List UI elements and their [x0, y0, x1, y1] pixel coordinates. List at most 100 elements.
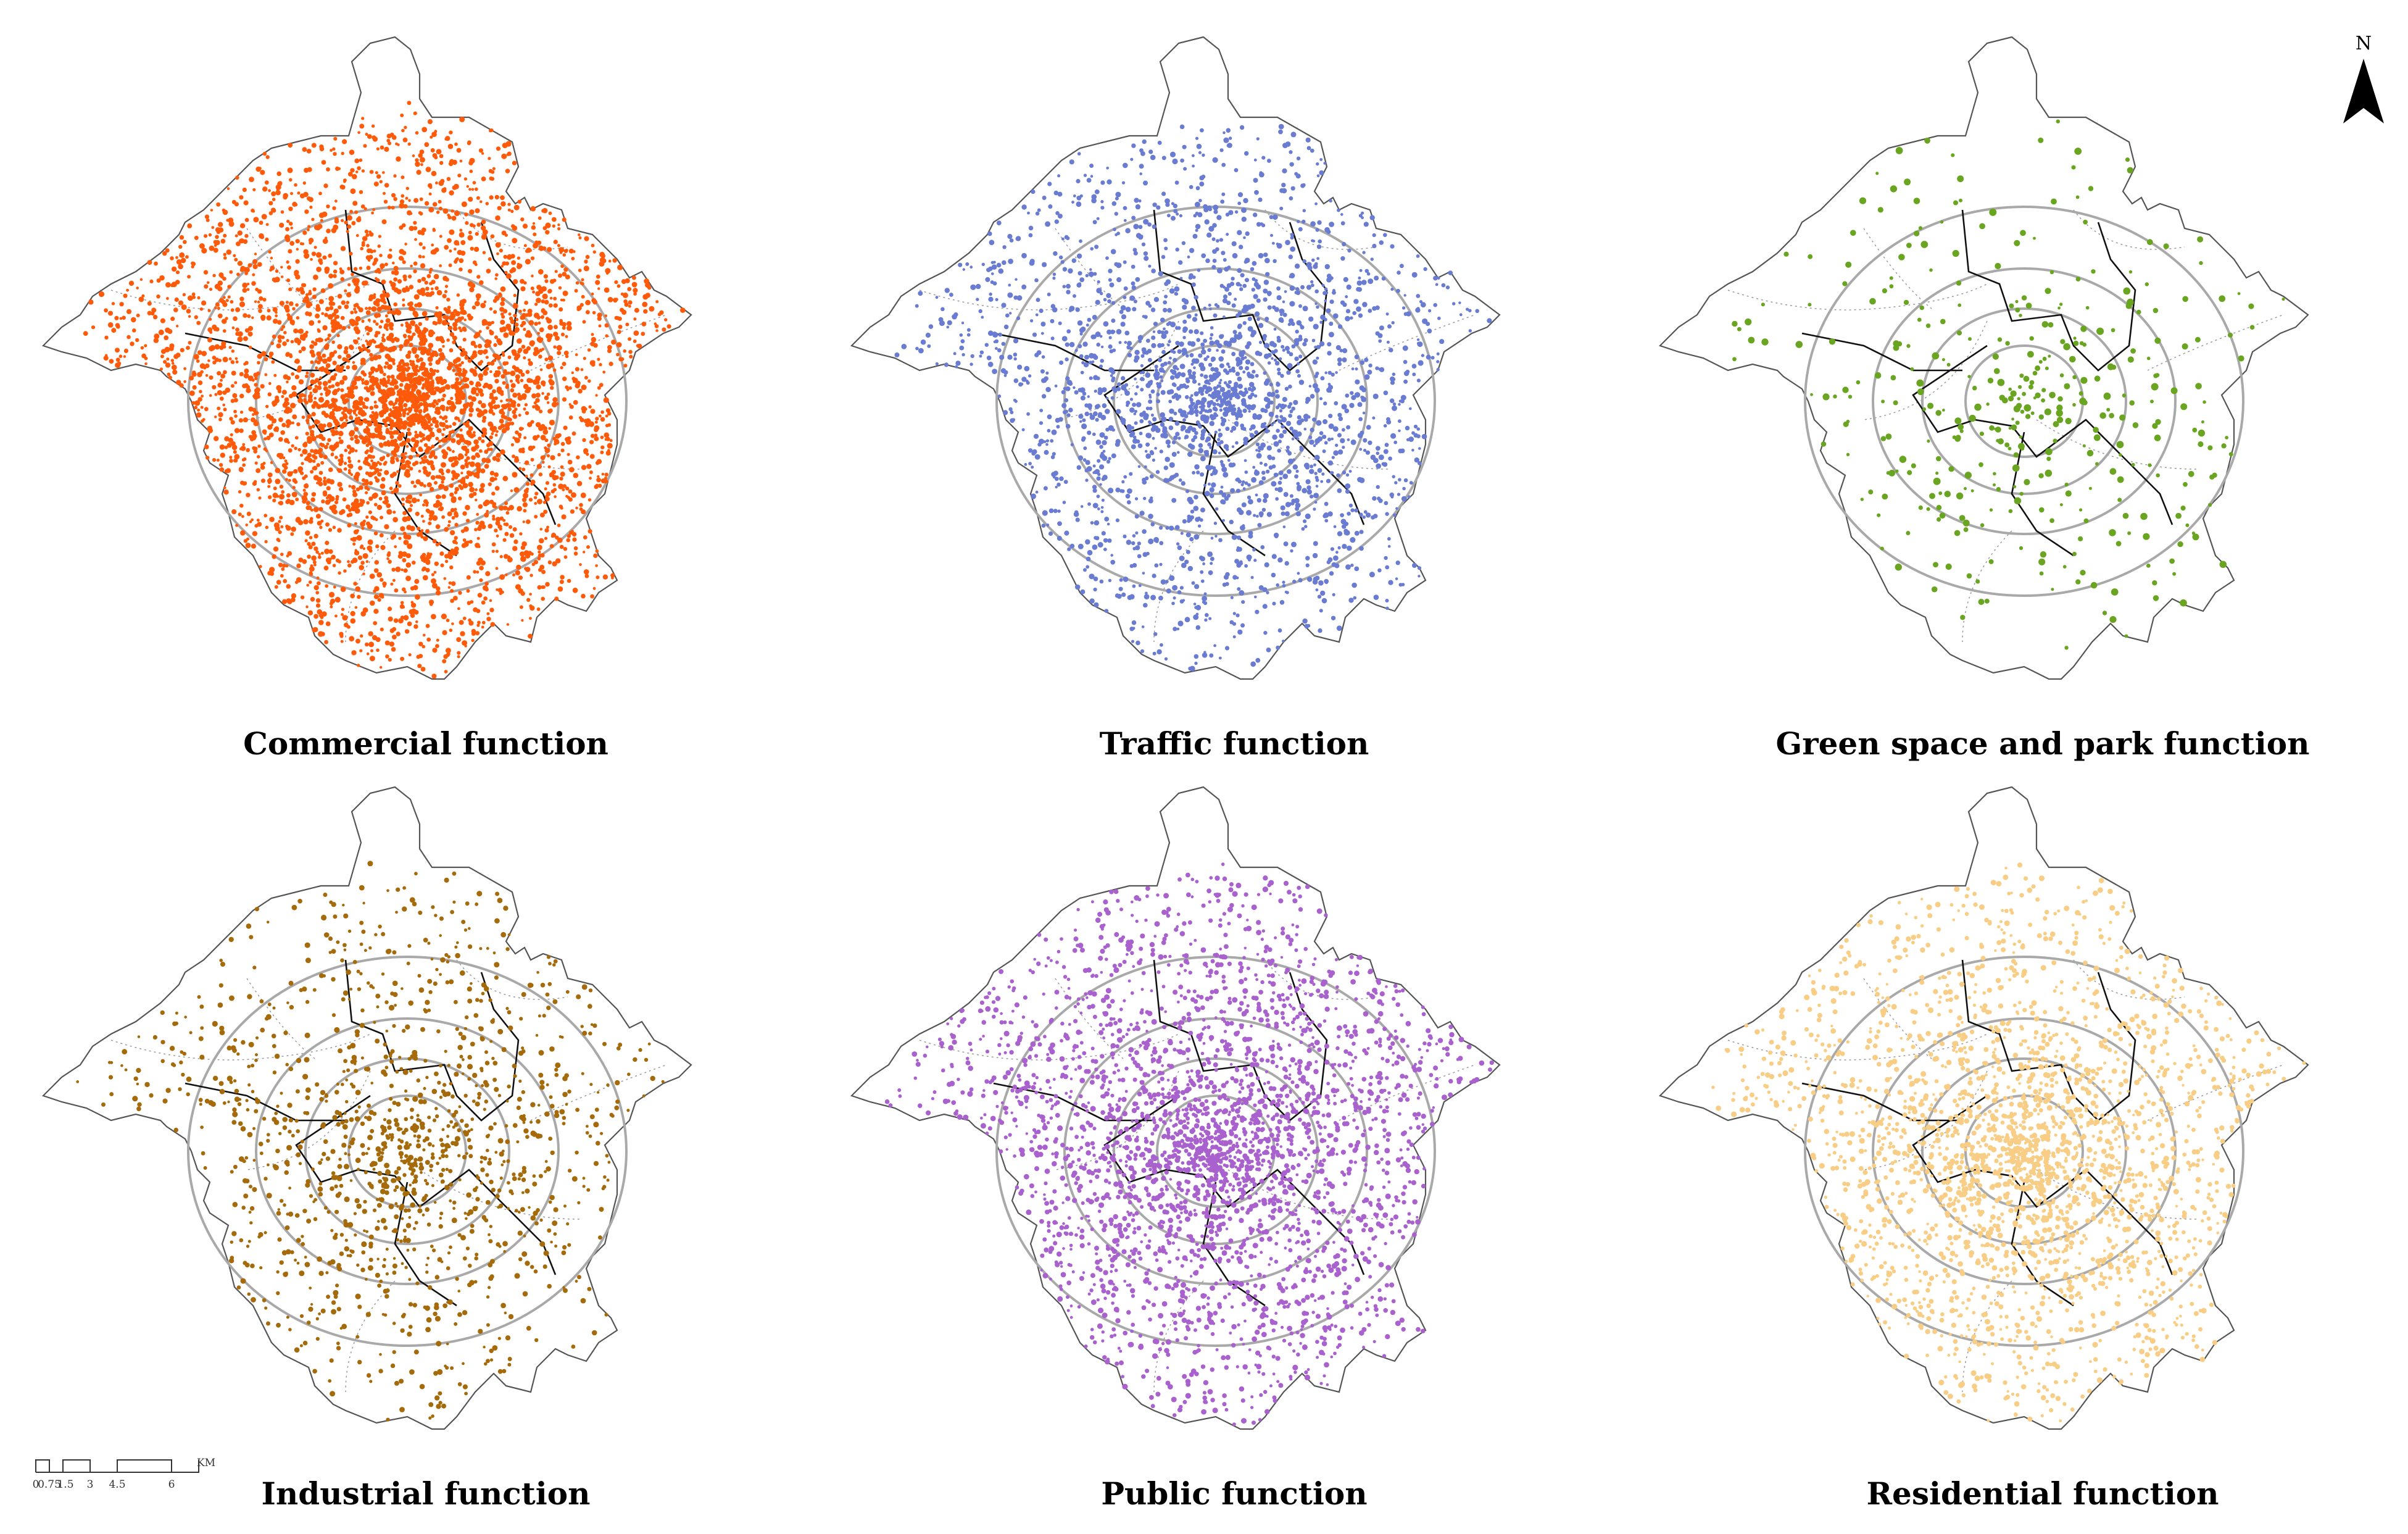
- poi-point: [600, 450, 604, 454]
- poi-point: [448, 581, 452, 585]
- poi-point: [318, 552, 321, 556]
- poi-point: [252, 481, 257, 486]
- poi-point: [243, 200, 249, 206]
- poi-point: [520, 372, 525, 377]
- poi-point: [313, 246, 317, 249]
- poi-point: [591, 333, 594, 336]
- poi-point: [402, 531, 407, 535]
- poi-point: [462, 616, 467, 620]
- poi-point: [429, 267, 433, 272]
- poi-point: [285, 462, 289, 465]
- poi-point: [298, 349, 302, 354]
- central-district-boundaries: [993, 209, 1365, 557]
- poi-point: [396, 418, 401, 422]
- poi-point: [223, 252, 226, 256]
- poi-point: [235, 307, 241, 312]
- poi-point: [439, 415, 442, 419]
- poi-point: [496, 534, 499, 538]
- poi-point: [221, 341, 226, 346]
- poi-point: [1174, 286, 1180, 292]
- poi-point: [376, 381, 379, 385]
- poi-point: [256, 488, 260, 492]
- poi-point: [1282, 300, 1285, 304]
- poi-point: [1346, 284, 1351, 290]
- poi-point: [405, 285, 409, 289]
- poi-point: [1297, 572, 1300, 575]
- poi-point: [488, 257, 492, 261]
- poi-point: [197, 397, 202, 402]
- poi-point: [359, 266, 363, 270]
- poi-point: [185, 255, 189, 259]
- poi-point: [1127, 341, 1132, 346]
- poi-point: [207, 337, 212, 343]
- poi-point: [493, 310, 497, 314]
- poi-point: [466, 470, 471, 475]
- poi-point: [351, 536, 357, 542]
- poi-point: [1091, 198, 1097, 204]
- poi-point: [1161, 255, 1166, 259]
- poi-point: [546, 491, 551, 496]
- poi-point: [317, 356, 323, 361]
- poi-point: [289, 241, 295, 246]
- poi-point: [160, 367, 163, 371]
- poi-point: [220, 275, 224, 279]
- poi-point: [549, 544, 554, 549]
- poi-point: [402, 375, 407, 381]
- poi-point: [471, 638, 475, 643]
- poi-point: [1157, 330, 1162, 335]
- poi-point: [451, 404, 457, 410]
- poi-point: [413, 198, 419, 203]
- poi-point: [449, 331, 455, 337]
- poi-point: [455, 357, 461, 362]
- poi-point: [300, 595, 305, 599]
- poi-point: [1141, 625, 1145, 628]
- poi-point: [1192, 164, 1195, 168]
- poi-point: [642, 301, 648, 307]
- poi-point: [264, 373, 268, 377]
- poi-point: [285, 499, 290, 504]
- poi-point: [347, 563, 352, 568]
- poi-point: [419, 481, 424, 487]
- poi-point: [429, 602, 433, 606]
- poi-point: [429, 510, 435, 516]
- poi-point: [360, 499, 365, 504]
- poi-point: [463, 541, 469, 547]
- poi-point: [1416, 294, 1421, 298]
- poi-point: [560, 298, 563, 302]
- poi-point: [1150, 154, 1156, 160]
- poi-point: [319, 376, 322, 379]
- poi-point: [514, 322, 519, 327]
- poi-point: [479, 578, 483, 583]
- poi-point: [538, 550, 541, 554]
- poi-point: [355, 285, 360, 290]
- poi-point: [1106, 293, 1111, 298]
- poi-point: [1333, 555, 1339, 561]
- poi-point: [305, 419, 310, 423]
- poi-point: [1303, 414, 1310, 420]
- poi-point: [346, 230, 349, 233]
- poi-point: [223, 486, 226, 490]
- poi-point: [412, 332, 416, 336]
- poi-point: [1085, 539, 1090, 545]
- poi-point: [509, 269, 514, 273]
- poi-point: [349, 431, 355, 437]
- poi-point: [565, 385, 569, 390]
- poi-point: [333, 308, 339, 314]
- poi-point: [597, 357, 600, 361]
- poi-point: [373, 261, 377, 265]
- poi-point: [234, 414, 238, 418]
- poi-point: [215, 235, 219, 240]
- poi-point: [409, 378, 414, 384]
- poi-point: [302, 449, 308, 455]
- poi-point: [458, 363, 462, 367]
- poi-point: [431, 131, 437, 137]
- poi-point: [584, 573, 589, 578]
- poi-point: [578, 388, 583, 394]
- poi-point: [313, 614, 318, 619]
- poi-point: [580, 492, 586, 498]
- poi-point: [267, 424, 273, 430]
- poi-point: [505, 573, 508, 577]
- poi-point: [414, 303, 418, 307]
- poi-point: [618, 325, 623, 329]
- poi-point: [270, 461, 273, 464]
